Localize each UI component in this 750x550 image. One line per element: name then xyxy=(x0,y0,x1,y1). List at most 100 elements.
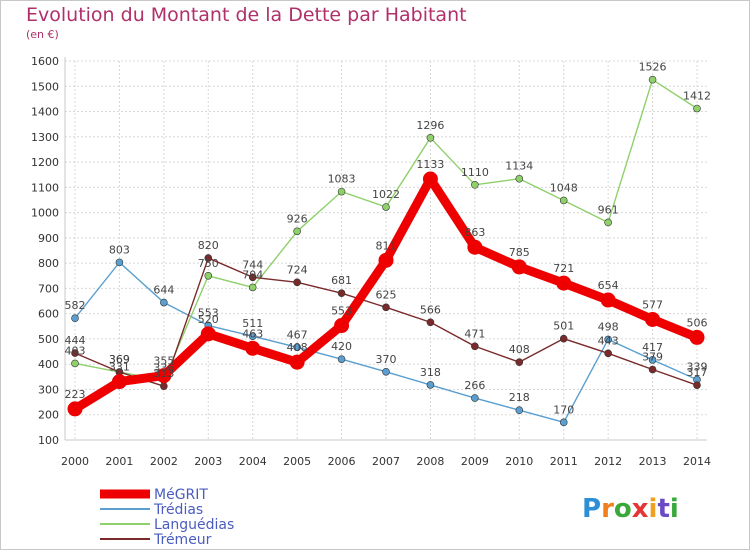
data-label: 471 xyxy=(464,327,485,340)
data-point xyxy=(293,278,301,287)
data-point xyxy=(689,329,705,345)
y-tick-label: 1400 xyxy=(31,106,59,119)
data-label: 681 xyxy=(331,274,352,287)
data-label: 501 xyxy=(553,320,574,333)
y-tick-label: 1100 xyxy=(31,181,59,194)
data-label: 463 xyxy=(242,327,263,340)
data-point xyxy=(648,365,657,374)
data-point xyxy=(471,394,479,402)
data-point xyxy=(160,298,168,307)
data-label: 625 xyxy=(376,288,397,301)
data-point xyxy=(426,134,435,142)
data-label: 369 xyxy=(109,353,130,366)
data-label: 511 xyxy=(242,317,263,330)
data-point xyxy=(245,340,261,356)
x-tick-label: 2005 xyxy=(283,455,311,468)
data-label: 443 xyxy=(598,334,619,347)
data-label: 417 xyxy=(642,341,663,354)
data-point xyxy=(693,104,701,113)
data-label: 1134 xyxy=(505,160,533,173)
y-tick-label: 600 xyxy=(38,308,59,321)
data-label: 654 xyxy=(598,279,619,292)
logo-letter: P xyxy=(582,494,601,524)
data-label: 331 xyxy=(109,361,130,374)
data-point xyxy=(71,349,79,357)
axes: 100 200 300 400 500 600 700 800 900 1000 1100 1200 1… xyxy=(31,55,711,468)
data-point xyxy=(334,318,350,334)
data-label: 750 xyxy=(198,257,219,270)
data-point xyxy=(382,367,390,376)
data-label: 355 xyxy=(153,355,174,368)
x-tick-label: 2009 xyxy=(461,455,489,468)
x-tick-label: 2010 xyxy=(505,455,533,468)
data-label: 467 xyxy=(287,328,308,341)
data-point xyxy=(200,326,216,342)
x-tick-label: 2011 xyxy=(550,455,578,468)
data-label: 336 xyxy=(153,361,174,374)
data-point xyxy=(67,401,83,417)
data-label: 721 xyxy=(553,262,574,275)
data-point xyxy=(471,181,479,189)
y-tick-label: 200 xyxy=(38,409,59,422)
series-lines xyxy=(67,75,705,427)
data-point xyxy=(471,342,479,351)
data-point xyxy=(559,196,568,205)
data-labels: 5828036445535114674203703182662181704984… xyxy=(65,61,712,417)
x-tick-label: 2013 xyxy=(639,455,667,468)
data-label: 803 xyxy=(109,243,130,256)
y-tick-label: 800 xyxy=(38,257,59,270)
data-point xyxy=(604,335,612,344)
data-label: 811 xyxy=(376,239,397,252)
data-label: 1133 xyxy=(416,158,444,171)
data-label: 1110 xyxy=(461,166,489,179)
data-point xyxy=(378,252,394,268)
logo-letter: i xyxy=(649,494,658,524)
data-point xyxy=(111,374,127,390)
data-point xyxy=(515,174,524,183)
legend-label: Languédias xyxy=(154,517,234,533)
y-tick-label: 400 xyxy=(38,358,59,371)
data-label: 1022 xyxy=(372,188,400,201)
data-point xyxy=(604,218,612,227)
data-point xyxy=(293,343,301,352)
data-point xyxy=(559,418,568,427)
data-point xyxy=(156,368,172,384)
y-tick-label: 1200 xyxy=(31,156,59,169)
data-point xyxy=(293,227,301,236)
x-tick-label: 2004 xyxy=(239,455,267,468)
y-tick-label: 1500 xyxy=(31,80,59,93)
data-point xyxy=(556,275,572,291)
data-label: 582 xyxy=(65,299,86,312)
y-tick-label: 1300 xyxy=(31,131,59,144)
data-point xyxy=(648,75,657,84)
data-point xyxy=(426,381,435,389)
data-point xyxy=(693,381,701,389)
data-point xyxy=(289,354,305,370)
data-label: 170 xyxy=(553,403,574,416)
x-tick-label: 2008 xyxy=(416,455,444,468)
y-tick-label: 700 xyxy=(38,282,59,295)
data-label: 704 xyxy=(242,268,263,281)
data-point xyxy=(422,171,438,187)
data-label: 863 xyxy=(464,226,485,239)
chart-subtitle: (en €) xyxy=(26,28,59,41)
data-label: 420 xyxy=(331,340,352,353)
data-label: 369 xyxy=(109,353,130,366)
data-label: 498 xyxy=(598,320,619,333)
data-label: 577 xyxy=(642,298,663,311)
data-label: 223 xyxy=(65,388,86,401)
data-label: 339 xyxy=(687,361,708,374)
data-label: 644 xyxy=(153,284,174,297)
proxiti-logo: Proxiti xyxy=(582,494,679,524)
data-point xyxy=(337,289,346,298)
logo-letter: r xyxy=(601,494,614,524)
y-tick-label: 500 xyxy=(38,333,59,346)
data-point xyxy=(115,258,124,267)
x-tick-label: 2014 xyxy=(683,455,711,468)
data-label: 408 xyxy=(287,341,308,354)
data-label: 317 xyxy=(687,366,708,379)
x-tick-label: 2012 xyxy=(594,455,622,468)
data-label: 506 xyxy=(687,316,708,329)
